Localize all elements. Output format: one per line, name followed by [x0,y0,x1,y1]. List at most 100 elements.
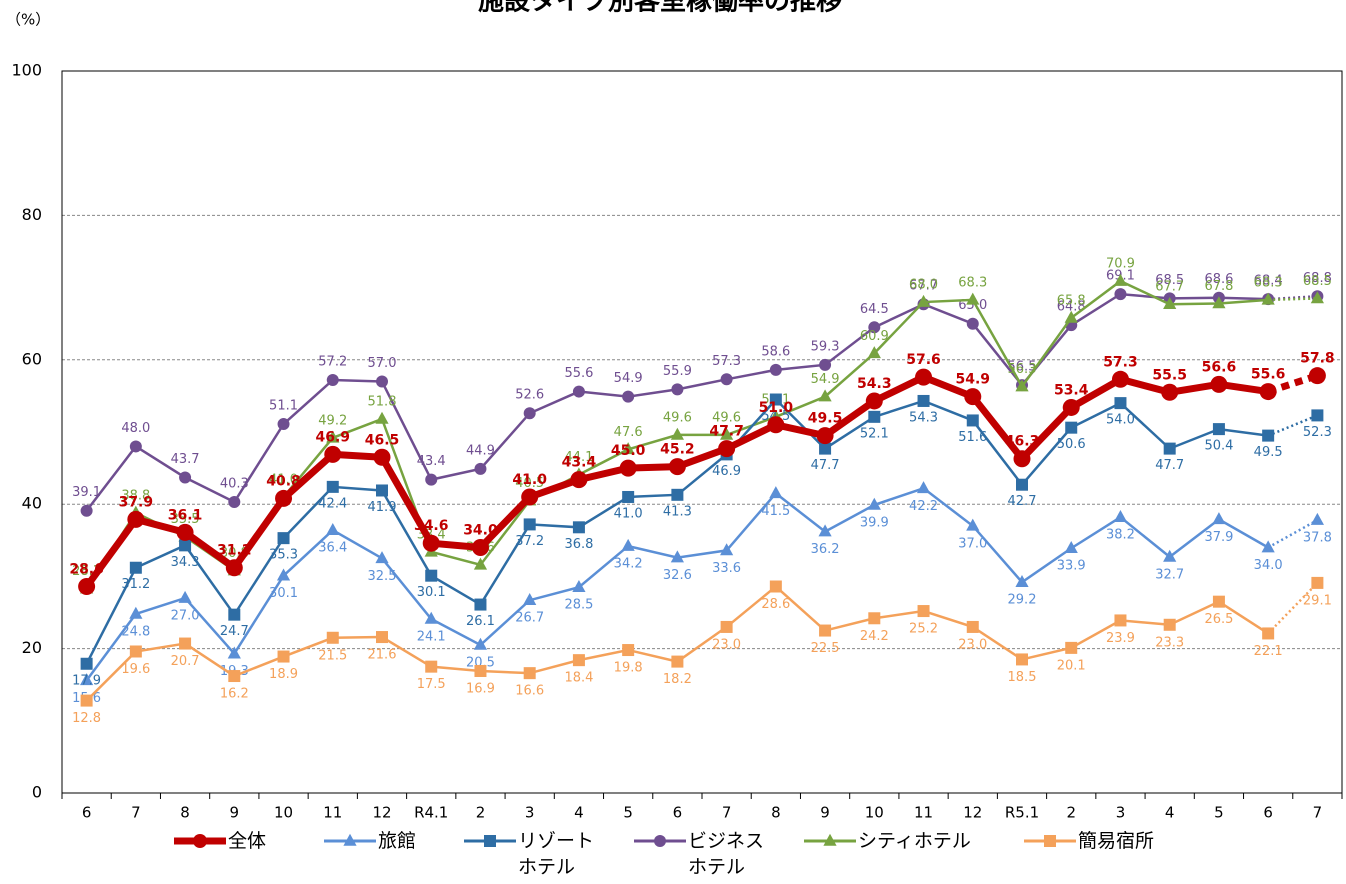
marker [966,620,979,633]
data-label: 43.4 [562,455,597,471]
data-label: 32.6 [663,568,692,583]
marker [769,486,783,499]
data-label: 55.5 [1152,367,1187,383]
data-label: 52.6 [515,388,544,403]
data-label: 49.6 [663,410,692,425]
data-label: 12.8 [72,711,101,726]
data-label: 28.6 [69,562,104,578]
data-label: 68.5 [1303,274,1332,289]
data-label: 54.3 [909,410,938,425]
x-tick-label: 6 [1263,804,1273,822]
data-label: 43.7 [171,452,200,467]
marker [1163,618,1176,631]
data-label: 19.6 [121,662,150,677]
marker [966,292,980,305]
marker [769,363,782,376]
data-label: 28.5 [564,598,593,613]
series-line-projection [1268,297,1318,302]
data-label: 47.7 [709,424,744,440]
marker [572,580,586,593]
data-label: 43.4 [417,454,446,469]
marker [868,321,881,334]
data-label: 55.6 [1251,367,1286,383]
marker [818,524,832,537]
data-label: 25.2 [909,622,938,637]
data-label: 27.0 [171,609,200,624]
x-tick-label: 10 [274,804,293,822]
marker [1016,653,1028,666]
data-label: 37.9 [1204,530,1233,545]
data-label: 23.0 [712,637,741,652]
data-label: 57.8 [1300,351,1335,367]
legend: 全体 旅館 リゾート ホテル ビジネス ホテル シティホテル 簡易宿所 [0,828,1346,884]
data-label: 36.2 [811,542,840,557]
data-label: 23.3 [1155,635,1184,650]
marker [1113,509,1128,522]
x-tick-label: 6 [673,804,683,822]
data-label: 67.7 [1155,280,1184,295]
marker [474,664,487,677]
data-label: 34.3 [171,555,200,570]
marker [619,459,637,477]
data-label: 35.5 [171,512,200,527]
marker [176,523,194,541]
marker [424,611,438,624]
data-label: 65.8 [1057,293,1086,308]
data-label: 18.4 [564,671,593,686]
marker [484,835,496,847]
marker [228,670,241,683]
data-label: 49.5 [808,411,843,427]
data-label: 40.8 [266,473,301,489]
chart-title: 施設タイプ別客室稼働率の推移 [478,0,842,17]
data-label: 18.5 [1008,670,1037,685]
data-label: 34.0 [1254,558,1283,573]
data-label: 54.9 [811,372,840,387]
marker [1044,835,1056,847]
data-label: 17.5 [417,677,446,692]
legend-swatch [464,835,516,847]
marker [80,657,93,670]
marker [816,427,834,445]
marker [671,655,684,668]
marker [720,373,733,386]
data-label: 41.3 [663,504,692,519]
marker [622,490,635,503]
data-label: 47.6 [614,425,643,440]
marker [375,551,389,564]
marker [193,834,207,848]
data-label: 26.7 [515,611,544,626]
data-label: 28.6 [761,597,790,612]
marker [1114,614,1127,627]
x-tick-label: 7 [131,804,141,822]
marker [80,673,94,686]
marker [867,497,881,510]
data-label: 57.0 [368,356,397,371]
data-label: 33.6 [712,561,741,576]
marker [275,489,293,507]
data-label: 68.3 [958,275,987,290]
marker [179,637,192,650]
data-label: 37.2 [515,534,544,549]
marker [1212,595,1225,608]
legend-swatch [804,833,856,846]
marker [570,471,588,489]
marker [277,650,290,663]
marker [819,442,832,455]
marker [474,462,487,475]
marker [1259,383,1277,401]
marker [819,358,832,371]
data-label: 57.2 [318,355,347,370]
marker [474,598,487,611]
x-tick-label: 11 [914,804,933,822]
data-label: 68.0 [909,278,938,293]
data-label: 50.6 [1057,437,1086,452]
marker [471,539,489,557]
data-label: 20.1 [1057,658,1086,673]
data-label: 41.0 [512,472,547,488]
marker [654,835,666,847]
x-tick-label: 6 [82,804,92,822]
data-label: 16.6 [515,684,544,699]
data-label: 38.2 [1106,528,1135,543]
data-label: 47.7 [811,458,840,473]
